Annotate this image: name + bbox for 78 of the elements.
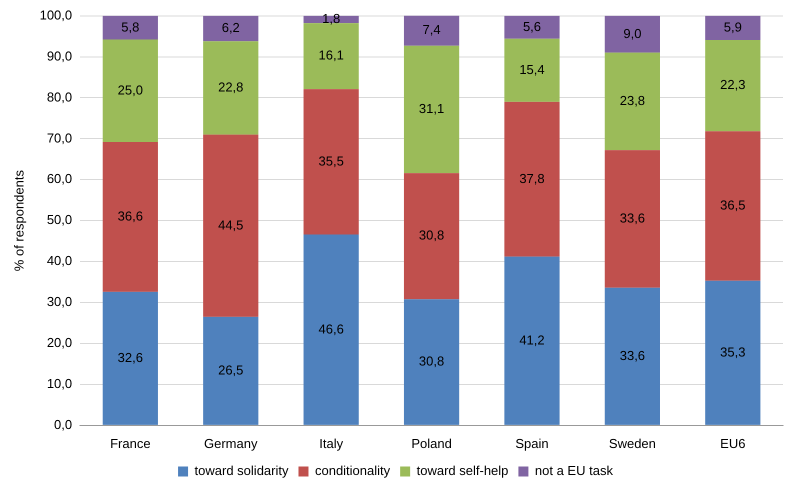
bar (404, 173, 460, 300)
x-tick-label: Spain (515, 436, 549, 451)
bar (504, 16, 560, 39)
data-label: 41,2 (519, 332, 545, 348)
data-label: 36,5 (720, 198, 746, 213)
data-label: 1,8 (322, 11, 340, 26)
data-label: 6,2 (222, 20, 240, 36)
legend-label: conditionality (314, 463, 391, 478)
data-label: 22,3 (720, 77, 746, 92)
data-label: 46,6 (318, 321, 344, 336)
legend-label: not a EU task (534, 463, 614, 478)
data-label: 5,8 (121, 19, 140, 34)
data-label: 33,6 (620, 348, 646, 363)
bar (203, 134, 258, 317)
data-label: 22,8 (218, 79, 244, 94)
bar (404, 46, 460, 174)
x-tick-label: EU6 (720, 436, 746, 451)
data-label: 26,5 (218, 362, 244, 378)
data-label: 35,3 (720, 344, 746, 360)
bar (504, 38, 560, 102)
bar (102, 142, 158, 292)
bar (102, 16, 158, 40)
y-tick-label: 40,0 (46, 253, 72, 268)
bar (304, 89, 359, 235)
y-tick-label: 70,0 (46, 130, 72, 146)
x-tick-label: Poland (411, 436, 452, 451)
data-label: 36,6 (118, 208, 143, 224)
y-tick-label: 30,0 (46, 294, 72, 310)
bar (404, 299, 460, 425)
bar (203, 316, 258, 425)
y-axis-title: % of respondents (11, 170, 26, 272)
y-tick-label: 10,0 (46, 376, 72, 392)
data-label: 30,8 (418, 354, 444, 369)
bar (604, 52, 660, 150)
data-label: 35,5 (318, 153, 344, 168)
data-label: 5,6 (522, 18, 542, 34)
data-label: 37,8 (519, 170, 545, 186)
x-tick-label: Germany (204, 436, 258, 451)
x-tick-label: France (110, 436, 151, 451)
data-label: 5,9 (724, 19, 742, 34)
data-label: 32,6 (118, 350, 143, 365)
y-tick-label: 50,0 (46, 212, 72, 228)
y-tick-label: 100,0 (40, 7, 72, 22)
data-label: 30,8 (418, 228, 444, 243)
data-label: 33,6 (620, 210, 646, 226)
bar (102, 292, 158, 425)
bar (604, 150, 660, 288)
x-tick-label: Italy (319, 436, 344, 451)
data-label: 7,4 (422, 22, 441, 38)
legend-label: toward self-help (416, 463, 508, 478)
bar (705, 280, 760, 425)
bar (504, 256, 560, 425)
data-label: 9,0 (623, 26, 642, 41)
y-tick-label: 80,0 (46, 89, 72, 104)
bar (604, 288, 660, 425)
legend-label: toward solidarity (194, 463, 289, 478)
data-label: 44,5 (218, 217, 244, 232)
bar (504, 102, 560, 257)
data-label: 16,1 (318, 48, 344, 63)
bar (102, 40, 158, 142)
bar (604, 16, 660, 53)
data-label: 31,1 (418, 100, 444, 116)
bar (304, 23, 359, 90)
bar (404, 16, 460, 46)
x-tick-label: Sweden (608, 436, 656, 451)
bar (705, 16, 760, 40)
data-label: 25,0 (118, 82, 143, 98)
y-tick-label: 90,0 (46, 48, 72, 64)
data-label: 15,4 (519, 62, 545, 77)
bar (203, 41, 258, 135)
bar (203, 16, 258, 42)
y-tick-label: 60,0 (46, 171, 72, 186)
bar (304, 234, 359, 425)
y-tick-label: 20,0 (46, 335, 72, 350)
data-label: 23,8 (620, 92, 646, 108)
bar (705, 40, 760, 132)
bar (705, 131, 760, 281)
y-tick-label: 0,0 (54, 416, 72, 432)
